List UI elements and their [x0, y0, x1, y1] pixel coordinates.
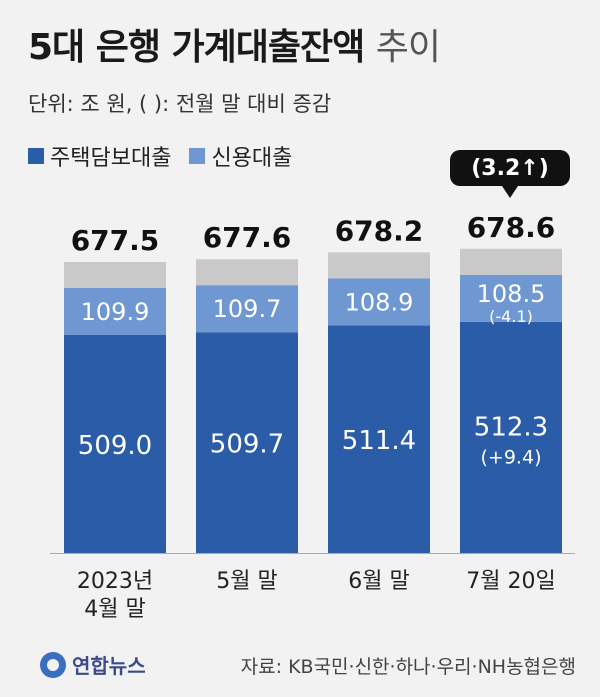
x-tick-label-3-0: 7월 20일	[466, 569, 555, 594]
bar-mortgage-0	[64, 335, 166, 553]
total-label-0: 677.5	[71, 224, 160, 257]
yonhap-logo: 연합뉴스	[40, 650, 146, 679]
legend-swatch-credit	[189, 148, 206, 164]
logo-text: 연합뉴스	[72, 654, 146, 678]
x-tick-label-2-0: 6월 말	[348, 569, 409, 594]
bar-other-1	[196, 259, 298, 286]
yonhap-logo-icon	[40, 651, 66, 678]
x-tick-label-1-0: 5월 말	[216, 569, 277, 594]
source-note: 자료: KB국민·신한·하나·우리·NH농협은행	[240, 656, 576, 678]
bar-other-2	[328, 252, 430, 279]
x-tick-label-0-0: 2023년	[77, 569, 153, 594]
x-tick-label-0-1: 4월 말	[84, 597, 145, 622]
total-label-1: 677.6	[203, 221, 292, 254]
bar-credit-3	[460, 274, 562, 322]
legend-swatch-mortgage	[28, 148, 44, 164]
title-suffix: 추이	[375, 27, 441, 68]
mortgage-change-3: (+9.4)	[481, 446, 542, 468]
legend-item-mortgage: 주택담보대출	[28, 140, 171, 172]
credit-label-1: 109.7	[213, 295, 282, 323]
bar-credit-2	[328, 278, 430, 326]
mortgage-label-3: 512.3	[474, 412, 548, 442]
bar-mortgage-2	[328, 325, 430, 553]
legend: 주택담보대출 신용대출	[28, 140, 292, 172]
legend-item-credit: 신용대출	[189, 140, 292, 172]
unit-note: 단위: 조 원, ( ): 전월 말 대비 증감	[28, 92, 332, 116]
credit-change-3: (-4.1)	[489, 307, 533, 326]
stacked-bar-chart: 677.5 109.9 509.0 2023년 4월 말 677.6 109.7 509.7 5…	[50, 211, 575, 622]
bar-mortgage-3	[460, 321, 562, 553]
credit-label-2: 108.9	[345, 288, 414, 316]
title-main: 5대 은행 가계대출잔액	[28, 27, 365, 68]
mortgage-label-2: 511.4	[342, 426, 416, 456]
total-label-2: 678.2	[335, 214, 424, 247]
bar-credit-1	[196, 285, 298, 333]
chart-title: 5대 은행 가계대출잔액 추이	[28, 18, 441, 70]
mortgage-label-1: 509.7	[210, 430, 284, 460]
bar-mortgage-1	[196, 332, 298, 553]
legend-label-mortgage: 주택담보대출	[50, 146, 172, 171]
change-callout: (3.2↑)	[450, 150, 570, 198]
bar-other-0	[64, 262, 166, 288]
bar-credit-0	[64, 288, 166, 335]
total-label-3: 678.6	[467, 211, 556, 244]
credit-label-0: 109.9	[81, 298, 150, 326]
bar-other-3	[460, 248, 562, 275]
legend-label-credit: 신용대출	[211, 146, 293, 171]
mortgage-label-0: 509.0	[78, 431, 152, 461]
credit-label-3: 108.5	[477, 280, 546, 308]
